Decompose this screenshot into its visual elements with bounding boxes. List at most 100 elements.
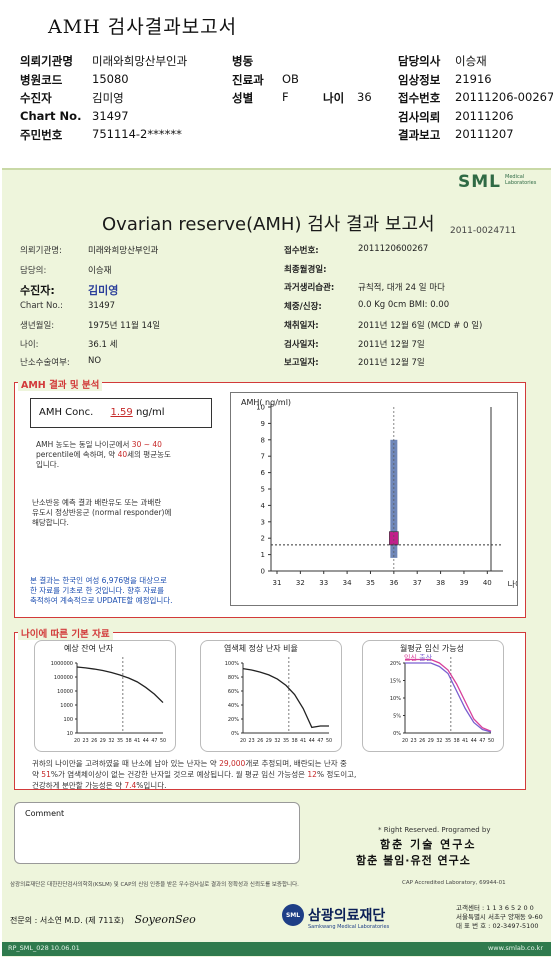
mini3-y-tick-label: 5% xyxy=(393,714,401,720)
pregnancy-legend: 임신 출산 xyxy=(404,653,432,663)
mini1-x-tick-label: 32 xyxy=(108,738,114,744)
amh-y-tick-label: 6 xyxy=(261,469,266,477)
percentile-text: AMH 농도는 동일 나이군에서 30 ~ 40 percentile에 속하며… xyxy=(36,440,222,470)
left-label-0: 의뢰기관명: xyxy=(20,246,62,256)
top-row-2-v2: F xyxy=(282,90,289,104)
amh-chart-panel: AMH( ng/ml) 0 1 2 3 4 5 6 7 8 9 10 31 32 33 34 35 36 37 38 3… xyxy=(230,392,522,606)
top-row-4-l3: 결과보고 xyxy=(398,128,441,142)
top-row-3-l3: 검사의뢰 xyxy=(398,109,441,124)
top-row-2-v1: 김미영 xyxy=(92,91,124,105)
response-text: 난소반응 예측 결과 배란유도 또는 과배란 유도시 정상반응군 (normal… xyxy=(32,498,222,528)
amh-y-tick-label: 10 xyxy=(256,404,265,412)
amh-y-tick-label: 3 xyxy=(261,518,265,526)
mini3-y-tick-label: 10% xyxy=(390,696,401,702)
right-label-6: 보고일자: xyxy=(284,358,319,369)
right-label-3: 체중/신장: xyxy=(284,302,322,313)
mini-chart-normal-ratio: 100% 80% 60% 40% 20% 0% 20 23 26 29 32 35 38 41 44 47 50 xyxy=(200,640,342,752)
mini3-x-tick-label: 26 xyxy=(419,738,425,744)
amh-report: SML Medical Laboratories Ovarian reserve… xyxy=(2,168,551,957)
top-row-2-v2b: 36 xyxy=(357,90,372,104)
top-row-2-l1: 수진자 xyxy=(20,91,52,105)
report-title: Ovarian reserve(AMH) 검사 결과 보고서 xyxy=(102,214,435,235)
mini-chart-remaining-eggs: 1000000 100000 10000 1000 100 10 20 23 26 29 32 35 3… xyxy=(34,640,176,752)
mini3-x-tick-label: 20 xyxy=(402,738,408,744)
mini3-series-line-0 xyxy=(405,658,492,732)
sml-logo-subtitle: Medical Laboratories xyxy=(505,174,537,186)
mini2-series-line-0 xyxy=(242,667,329,729)
amh-conc-value: 1.59 xyxy=(110,407,133,418)
legend-birth: 출산 xyxy=(419,654,433,662)
top-row-3-l1: Chart No. xyxy=(20,108,82,123)
summary-5: % 정도이고, xyxy=(316,770,357,779)
mini1-x-tick-label: 35 xyxy=(117,738,123,744)
top-row-0-v3: 이승재 xyxy=(455,54,487,68)
contact-info: 고객센터 : 1 1 3 6 5 2 0 0 서울특별시 서초구 양재동 9-6… xyxy=(456,904,543,931)
remaining-eggs-title: 예상 잔여 난자 xyxy=(64,644,114,653)
response-line-2: 유도시 정상반응군 (normal responder)에 xyxy=(32,508,172,517)
mini2-x-tick-label: 38 xyxy=(292,738,298,744)
top-row-4-l1: 주민번호 xyxy=(20,128,63,142)
top-row-4-v1: 751114-2****** xyxy=(92,127,182,141)
mini2-x-tick-label: 50 xyxy=(326,738,332,744)
comment-label: Comment xyxy=(25,809,65,818)
amh-y-tick-label: 9 xyxy=(261,420,265,428)
mini3-series-line-1 xyxy=(405,662,492,733)
mini3-x-tick-label: 41 xyxy=(462,738,468,744)
top-row-2-l2: 성별 xyxy=(232,91,254,105)
top-row-1-v2: OB xyxy=(282,71,299,86)
amh-x-tick-label: 32 xyxy=(296,579,305,587)
right-value-2: 규칙적, 대개 24 일 마다 xyxy=(358,283,445,294)
amh-y-tick-label: 2 xyxy=(261,535,265,543)
amh-conc-label: AMH Conc. xyxy=(39,407,94,418)
mini2-x-tick-label: 41 xyxy=(300,738,306,744)
top-row-1-l2: 진료과 xyxy=(232,72,264,87)
amh-y-tick-label: 5 xyxy=(261,486,265,494)
left-value-6: NO xyxy=(88,356,102,366)
mini1-y-tick-label: 100000 xyxy=(54,675,73,681)
amh-patient-marker xyxy=(389,531,399,546)
pregnancy-title: 월평균 임신 가능성 xyxy=(400,644,464,653)
summary-normal-pct: 51 xyxy=(41,770,51,779)
mini2-x-tick-label: 23 xyxy=(249,738,255,744)
amh-x-tick-label: 39 xyxy=(459,579,468,587)
amh-x-tick-label: 34 xyxy=(343,579,352,587)
left-label-4: 생년월일: xyxy=(20,321,55,331)
right-label-1: 최종월경일: xyxy=(284,264,327,275)
top-row-0-l1: 의뢰기관명 xyxy=(20,54,73,68)
comment-box: Comment xyxy=(14,802,300,864)
mini2-y-tick-label: 0% xyxy=(231,731,239,737)
amh-x-tick-label: 40 xyxy=(483,579,492,587)
right-value-3: 0.0 Kg 0cm BMI: 0.00 xyxy=(358,300,450,311)
percentile-text-2: percentile에 속하며, 약 xyxy=(36,450,116,459)
data-note-line-3: 축적하여 계속적으로 UPDATE할 예정입니다. xyxy=(30,596,173,605)
top-row-1-v1: 15080 xyxy=(92,71,129,86)
percentile-text-3: 세의 평균농도 xyxy=(127,450,171,459)
left-value-1: 이승재 xyxy=(88,266,112,276)
mini3-x-tick-label: 38 xyxy=(454,738,460,744)
amh-chart-title: AMH( ng/ml) xyxy=(241,398,291,407)
summary-4: %가 염색체이상이 없는 건강한 난자일 것으로 예상됩니다. 월 평균 임신 … xyxy=(50,770,305,779)
website-link[interactable]: www.smlab.co.kr xyxy=(487,944,543,952)
mini1-x-tick-label: 50 xyxy=(160,738,166,744)
accreditation-note: 삼광의료재단은 대한진단검사의학회(KSLM) 및 CAP의 신임 인증을 받은… xyxy=(10,882,299,888)
mini3-x-tick-label: 32 xyxy=(436,738,442,744)
summary-2: 개로 추정되며, 배란되는 난자 중 xyxy=(245,759,347,768)
corp-brand: SML 삼광의료재단 xyxy=(282,904,385,926)
right-label-2: 과거생리습관: xyxy=(284,283,335,294)
data-note: 본 결과는 한국인 여성 6,976명을 대상으로 한 자료를 기초로 한 것입… xyxy=(30,576,228,606)
top-row-0-l3: 담당의사 xyxy=(398,54,441,68)
mini1-series-line-0 xyxy=(76,666,164,703)
top-row-2-l2b: 나이 xyxy=(323,91,345,105)
normal-ratio-title: 염색체 정상 난자 비율 xyxy=(224,644,298,653)
right-label-4: 채취일자: xyxy=(284,320,319,331)
legend-pregnancy: 임신 xyxy=(404,654,417,662)
mini3-x-tick-label: 47 xyxy=(479,738,485,744)
contact-line-2: 서울특별시 서초구 양재동 9-60 xyxy=(456,913,543,921)
left-label-1: 담당의: xyxy=(20,266,47,276)
percentile-text-4: 입니다. xyxy=(36,460,60,469)
mini2-y-tick-label: 80% xyxy=(228,675,239,681)
equivalent-age: 40 xyxy=(117,450,128,459)
pregnancy-chart: 20% 15% 10% 5% 0%20 23 26 29 32 35 38 41 44 47 50 xyxy=(390,657,494,744)
